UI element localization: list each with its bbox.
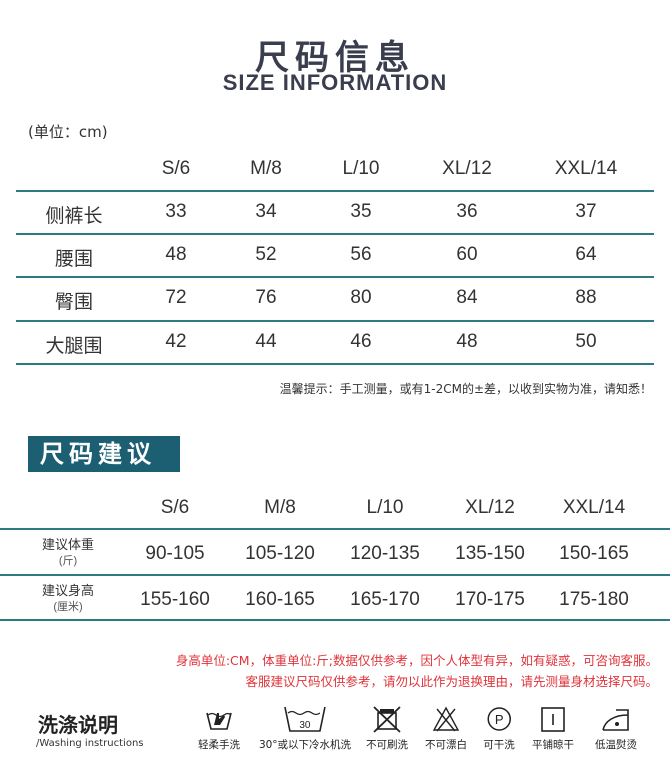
table-cell: 48: [165, 244, 187, 265]
table-cell: 44: [255, 331, 277, 352]
table-cell: 33: [165, 201, 187, 222]
row-sublabel: (斤): [58, 555, 78, 567]
low-iron: 低温熨烫: [595, 705, 637, 752]
dry-clean-letter: P: [495, 712, 504, 727]
washing-title: 洗涤说明: [38, 713, 118, 737]
row-divider: [0, 528, 670, 530]
table-cell: 52: [255, 244, 277, 265]
hand-wash: 轻柔手洗: [198, 705, 240, 752]
machine-wash-label: 30°或以下冷水机洗: [258, 739, 352, 751]
row-label: 建议身高: [41, 583, 95, 598]
column-header: L/10: [342, 158, 380, 179]
table-cell: 50: [575, 331, 597, 352]
flat-dry: 平铺晾干: [532, 705, 574, 752]
table-cell: 155-160: [140, 589, 210, 610]
column-header: S/6: [161, 158, 191, 179]
disclaimer-1: 身高单位:CM，体重单位:斤;数据仅供参考，因个人体型有异，如有疑惑，可咨询客服…: [175, 653, 658, 668]
table-cell: 35: [350, 201, 372, 222]
measurement-note: 温馨提示：手工测量，或有1-2CM的±差，以收到实物为准，请知悉！: [279, 382, 652, 396]
table-cell: 34: [255, 201, 277, 222]
low-iron-label: 低温熨烫: [595, 739, 637, 751]
unit-label: (单位：cm): [28, 123, 108, 141]
row-label: 建议体重: [41, 537, 95, 552]
wash-temp: 30: [299, 720, 311, 731]
row-label: 腰围: [54, 249, 94, 270]
table-cell: 90-105: [145, 543, 205, 564]
page-title: 尺码信息: [255, 38, 415, 78]
no-bleach-icon: [432, 706, 460, 732]
table-cell: 80: [350, 287, 372, 308]
row-label: 臀围: [54, 292, 94, 313]
no-brush: 不可刷洗: [366, 705, 408, 752]
table-cell: 48: [456, 331, 478, 352]
table-cell: 170-175: [455, 589, 525, 610]
column-header: XXL/14: [554, 158, 618, 179]
table-cell: 160-165: [245, 589, 315, 610]
table-cell: 64: [575, 244, 597, 265]
table-cell: 84: [456, 287, 478, 308]
row-divider: [0, 574, 670, 576]
dry-clean: P 可干洗: [483, 705, 515, 752]
table-cell: 135-150: [455, 543, 525, 564]
row-divider: [16, 363, 654, 365]
row-divider: [16, 320, 654, 322]
table-cell: 56: [350, 244, 372, 265]
column-header: XL/12: [465, 497, 515, 518]
column-header: S/6: [160, 497, 190, 518]
row-sublabel: (厘米): [53, 601, 83, 613]
dry-clean-icon: P: [487, 707, 511, 731]
dry-clean-label: 可干洗: [483, 739, 515, 751]
table-cell: 150-165: [559, 543, 629, 564]
no-bleach: 不可漂白: [425, 705, 467, 752]
column-header: M/8: [264, 497, 296, 518]
machine-wash-30-icon: 30: [284, 706, 326, 732]
hand-wash-label: 轻柔手洗: [198, 739, 240, 751]
no-brush-icon: [373, 706, 401, 733]
table-cell: 42: [165, 331, 187, 352]
flat-dry-label: 平铺晾干: [532, 739, 574, 751]
row-divider: [16, 233, 654, 235]
table-cell: 120-135: [350, 543, 420, 564]
column-header: M/8: [250, 158, 282, 179]
table-cell: 60: [456, 244, 478, 265]
table-cell: 88: [575, 287, 597, 308]
table-cell: 165-170: [350, 589, 420, 610]
table-cell: 46: [350, 331, 372, 352]
hand-wash-icon: [206, 712, 232, 730]
low-iron-icon: [602, 709, 629, 731]
table-cell: 76: [255, 287, 277, 308]
row-label: 大腿围: [45, 336, 103, 357]
row-divider: [16, 276, 654, 278]
section-badge: 尺码建议: [28, 436, 180, 472]
washing-subtitle: /Washing instructions: [36, 738, 144, 749]
page-subtitle: SIZE INFORMATION: [222, 70, 448, 95]
row-divider: [0, 619, 670, 621]
flat-dry-icon: [541, 707, 565, 732]
table-cell: 36: [456, 201, 478, 222]
column-header: XXL/14: [562, 497, 626, 518]
no-bleach-label: 不可漂白: [425, 739, 467, 751]
table-cell: 37: [575, 201, 597, 222]
no-brush-label: 不可刷洗: [366, 739, 408, 751]
disclaimer-2: 客服建议尺码仅供参考，请勿以此作为退换理由，请先测量身材选择尺码。: [245, 674, 658, 689]
column-header: XL/12: [442, 158, 492, 179]
machine-wash: 30 30°或以下冷水机洗: [259, 705, 351, 752]
column-header: L/10: [366, 497, 404, 518]
row-divider: [16, 190, 654, 192]
table-cell: 175-180: [559, 589, 629, 610]
table-cell: 72: [165, 287, 187, 308]
row-label: 侧裤长: [45, 206, 103, 227]
table-cell: 105-120: [245, 543, 315, 564]
